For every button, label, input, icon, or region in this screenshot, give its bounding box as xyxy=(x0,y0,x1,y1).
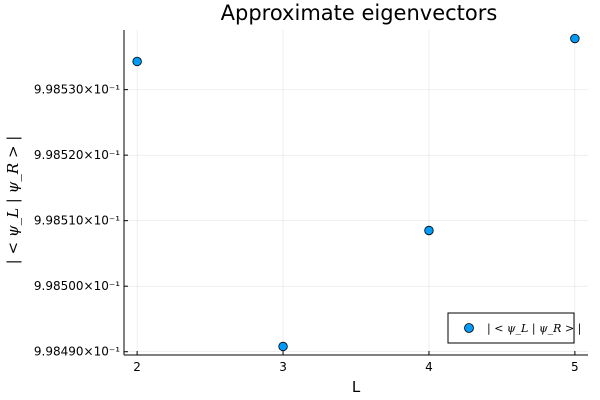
x-ticks: 2 3 4 5 xyxy=(133,351,579,374)
y-tick-label: 9.98490×10⁻¹ xyxy=(34,345,120,359)
data-point xyxy=(278,341,288,352)
data-points xyxy=(132,33,580,352)
y-tick-label: 9.98500×10⁻¹ xyxy=(34,279,120,293)
data-point xyxy=(132,56,142,67)
data-point xyxy=(570,33,580,44)
data-point xyxy=(424,225,434,236)
y-axis-label-text: | < ψ_L | ψ_R > | xyxy=(4,136,22,265)
x-tick-label: 3 xyxy=(279,360,287,374)
y-axis-label: | < ψ_L | ψ_R > | xyxy=(4,136,22,265)
y-tick-label: 9.98510×10⁻¹ xyxy=(34,214,120,228)
chart-title: Approximate eigenvectors xyxy=(221,1,498,25)
y-tick-label: 9.98520×10⁻¹ xyxy=(34,148,120,162)
legend: | < ψ_L | ψ_R > | xyxy=(447,312,581,344)
x-tick-label: 4 xyxy=(425,360,433,374)
legend-marker xyxy=(464,323,474,333)
y-ticks: 9.98490×10⁻¹ 9.98500×10⁻¹ 9.98510×10⁻¹ 9.98… xyxy=(34,83,128,359)
x-tick-label: 5 xyxy=(571,360,579,374)
x-tick-label: 2 xyxy=(133,360,141,374)
legend-label: | < ψ_L | ψ_R > | xyxy=(487,322,581,336)
x-axis-label: L xyxy=(352,378,361,396)
y-tick-label: 9.98530×10⁻¹ xyxy=(34,83,120,97)
grid xyxy=(124,30,588,355)
